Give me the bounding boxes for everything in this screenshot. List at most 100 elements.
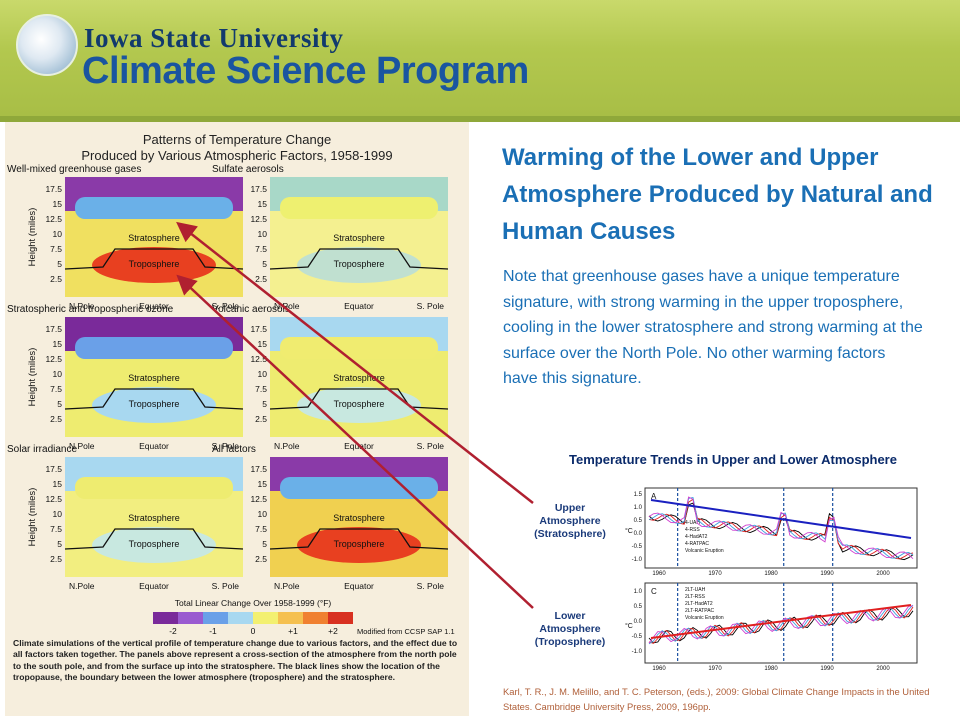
- lower-trend-plot-frame: [644, 582, 918, 664]
- panel-mid-band: [280, 477, 438, 499]
- upper-x-tick: 1980: [764, 571, 778, 577]
- x-tick-label: S. Pole: [212, 581, 240, 591]
- panel-1: Sulfate aerosols Stratosphere Troposphere 1…: [212, 164, 449, 311]
- y-tick-label: 5: [57, 399, 62, 409]
- y-tick-label: 2.5: [255, 274, 267, 284]
- lower-series-line: [648, 605, 914, 644]
- lower-trend-line: [650, 604, 912, 639]
- figure-caption: Climate simulations of the vertical prof…: [13, 638, 458, 683]
- upper-atmosphere-label: Upper Atmosphere (Stratosphere): [530, 502, 610, 541]
- y-tick-label: 12.5: [250, 494, 267, 504]
- lower-y-tick: 1.0: [634, 589, 643, 595]
- panel-mid-band: [75, 477, 233, 499]
- colorbar-swatch: [303, 612, 328, 624]
- panel-title: Volcanic aerosols: [212, 304, 290, 315]
- y-tick-label: 17.5: [250, 184, 267, 194]
- y-tick-label: 7.5: [50, 524, 62, 534]
- slide-body: Note that greenhouse gases have a unique…: [503, 268, 923, 387]
- upper-trend-plot-frame: [644, 487, 918, 569]
- y-tick-label: 12.5: [45, 214, 62, 224]
- header-banner: Iowa State University Climate Science Pr…: [0, 0, 960, 122]
- panel-c-label: C: [651, 587, 657, 596]
- colorbar-tick: +2: [328, 626, 338, 636]
- colorbar-swatch: [253, 612, 278, 624]
- upper-x-tick: 2000: [876, 571, 890, 577]
- troposphere-label: Troposphere: [129, 259, 180, 269]
- lower-legend-item: 2LT-UAH: [685, 587, 706, 593]
- colorbar-swatch: [178, 612, 203, 624]
- troposphere-label: Troposphere: [334, 399, 385, 409]
- stratosphere-label: Stratosphere: [333, 513, 385, 523]
- y-tick-label: 17.5: [250, 324, 267, 334]
- x-tick-label: N.Pole: [69, 441, 95, 451]
- colorbar-swatch: [228, 612, 253, 624]
- upper-legend-item: Volcanic Eruption: [685, 548, 724, 554]
- x-tick-label: S. Pole: [417, 441, 445, 451]
- y-tick-label: 2.5: [50, 274, 62, 284]
- upper-y-tick: 0.0: [634, 531, 643, 537]
- y-tick-label: 10: [258, 229, 268, 239]
- upper-legend-item: 4-UAH: [685, 520, 700, 526]
- y-tick-label: 15: [53, 199, 63, 209]
- y-tick-label: 7.5: [50, 244, 62, 254]
- panel-mid-band: [280, 197, 438, 219]
- upper-y-tick: 1.0: [634, 505, 643, 511]
- upper-y-tick: -1.0: [632, 557, 643, 563]
- colorbar-tick: +1: [288, 626, 298, 636]
- x-tick-label: Equator: [139, 581, 169, 591]
- lower-series-line: [648, 606, 914, 644]
- lower-legend-item: 2LT-HadAT2: [685, 601, 713, 607]
- y-tick-label: 15: [258, 479, 268, 489]
- lower-label-line1: Lower: [554, 610, 586, 622]
- y-tick-label: 10: [258, 509, 268, 519]
- lower-y-tick: -0.5: [632, 634, 643, 640]
- panel-mid-band: [75, 197, 233, 219]
- upper-series-line: [648, 496, 914, 560]
- panel-title: Well-mixed greenhouse gases: [7, 164, 141, 175]
- y-tick-label: 10: [53, 369, 63, 379]
- x-tick-label: Equator: [139, 301, 169, 311]
- lower-y-tick: -1.0: [632, 649, 643, 655]
- panel-2: Stratospheric and tropospheric ozone Stra…: [7, 304, 244, 451]
- stratosphere-label: Stratosphere: [128, 513, 180, 523]
- y-tick-label: 5: [57, 539, 62, 549]
- y-tick-label: 2.5: [50, 414, 62, 424]
- lower-x-tick: 2000: [876, 666, 890, 672]
- lower-label-line3: (Troposphere): [534, 636, 606, 648]
- lower-y-tick: 0.5: [634, 604, 643, 610]
- y-tick-label: 7.5: [255, 244, 267, 254]
- upper-series-line: [648, 496, 914, 559]
- citation: Karl, T. R., J. M. Melillo, and T. C. Pe…: [503, 686, 930, 712]
- colorbar-swatch: [328, 612, 353, 624]
- upper-series-line: [648, 498, 914, 560]
- x-tick-label: Equator: [344, 301, 374, 311]
- globe-logo-icon: [16, 14, 78, 76]
- figure-title-line2: Produced by Various Atmospheric Factors,…: [81, 148, 393, 163]
- modified-from-note: Modified from CCSP SAP 1.1: [357, 627, 455, 636]
- lower-legend-item: 2LT-RATPAC: [685, 608, 715, 614]
- upper-legend-item: 4-RATPAC: [685, 541, 709, 547]
- upper-x-tick: 1960: [652, 571, 666, 577]
- x-tick-label: N.Pole: [274, 441, 300, 451]
- y-tick-label: 17.5: [45, 184, 62, 194]
- lower-label-line2: Atmosphere: [539, 623, 601, 635]
- upper-y-tick: 1.5: [634, 492, 643, 498]
- lower-series-line: [648, 604, 914, 645]
- panel-5: All factors Stratosphere Troposphere 17.5 15…: [212, 444, 449, 591]
- x-tick-label: N.Pole: [274, 581, 300, 591]
- y-tick-label: 15: [53, 339, 63, 349]
- panel-grid: Well-mixed greenhouse gases Stratosphere T…: [7, 164, 455, 636]
- x-tick-label: N.Pole: [69, 581, 95, 591]
- upper-label-line3: (Stratosphere): [534, 528, 606, 540]
- lower-x-tick: 1980: [764, 666, 778, 672]
- y-tick-label: 7.5: [255, 384, 267, 394]
- y-tick-label: 15: [258, 339, 268, 349]
- y-tick-label: 2.5: [50, 554, 62, 564]
- colorbar-tick: -1: [209, 626, 217, 636]
- troposphere-label: Troposphere: [129, 539, 180, 549]
- upper-label-line2: Atmosphere: [539, 515, 601, 527]
- upper-y-tick: -0.5: [632, 544, 643, 550]
- y-tick-label: 12.5: [45, 354, 62, 364]
- trend-chart-title: Temperature Trends in Upper and Lower At…: [569, 452, 897, 467]
- x-tick-label: S. Pole: [417, 581, 445, 591]
